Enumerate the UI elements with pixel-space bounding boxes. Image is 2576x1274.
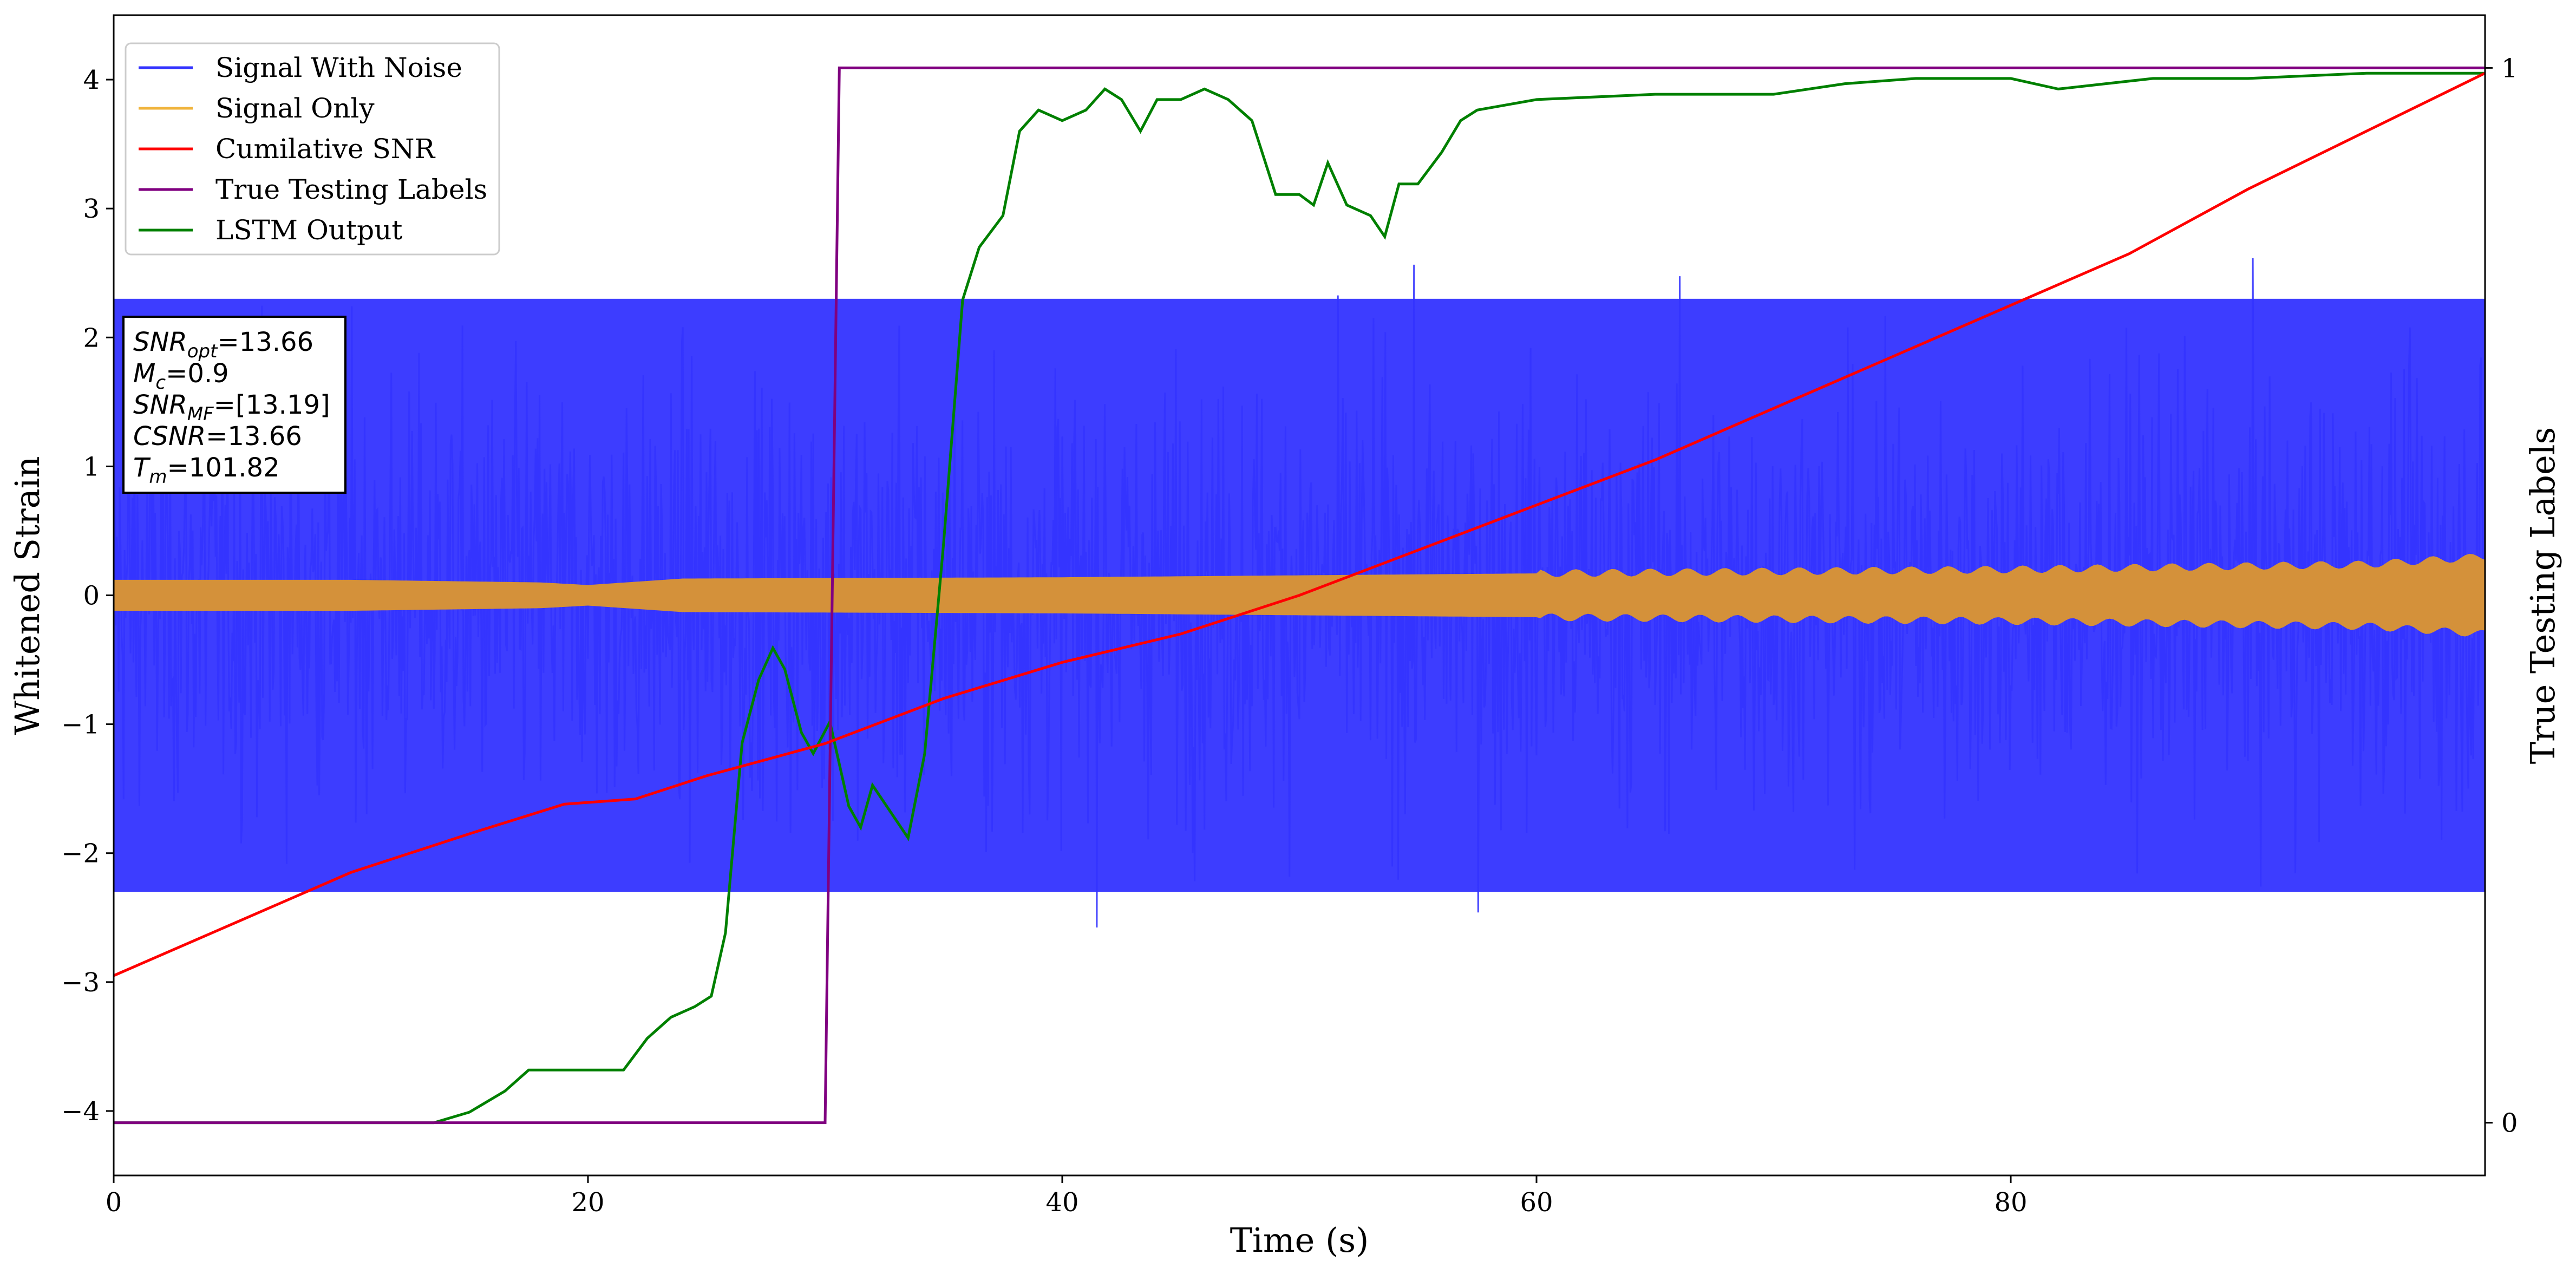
y-axis-title: Whitened Strain — [8, 456, 47, 735]
x-tick-label: 80 — [1994, 1187, 2027, 1218]
y2-axis-title: True Testing Labels — [2523, 427, 2562, 765]
x-axis-title: Time (s) — [1230, 1220, 1369, 1260]
legend-label-lstm-output: LSTM Output — [215, 214, 402, 246]
lstm-output-line — [114, 71, 2485, 1125]
annotation-frame — [122, 316, 346, 494]
y-tick-label: 2 — [83, 323, 100, 353]
annotation-line: Mc=0.9 — [133, 358, 229, 394]
true-labels-line — [114, 66, 2485, 1125]
noise-trace — [114, 258, 2485, 928]
legend-label-signal-only: Signal Only — [215, 93, 375, 124]
cumulative-snr-line — [114, 71, 2485, 977]
y-tick-label: 4 — [83, 65, 100, 95]
y-tick-label: 3 — [83, 194, 100, 224]
annotation-line: CSNR=13.66 — [133, 421, 302, 452]
y-tick-label: −3 — [61, 968, 100, 998]
legend: Signal With Noise Signal Only Cumilative S… — [125, 42, 500, 256]
legend-label-cumulative-snr: Cumilative SNR — [215, 133, 435, 165]
annotation-line: SNRopt=13.66 — [133, 327, 313, 362]
x-tick-label: 20 — [571, 1187, 604, 1218]
annotation-box: SNRopt=13.66Mc=0.9SNRMF=[13.19]CSNR=13.6… — [122, 316, 346, 494]
x-tick-label: 40 — [1045, 1187, 1078, 1218]
y-tick-label: −1 — [61, 710, 100, 740]
legend-frame — [125, 42, 500, 256]
x-tick-label: 0 — [106, 1187, 122, 1218]
y2-tick-label: 0 — [2501, 1108, 2518, 1139]
y-tick-label: −2 — [61, 839, 100, 869]
y2-tick-label: 1 — [2501, 53, 2518, 83]
annotation-line: SNRMF=[13.19] — [133, 390, 330, 425]
legend-label-true-labels: True Testing Labels — [215, 174, 487, 205]
y-tick-label: 1 — [83, 452, 100, 482]
annotation-line: Tm=101.82 — [133, 453, 280, 488]
y-tick-label: 0 — [83, 581, 100, 611]
legend-label-signal-with-noise: Signal With Noise — [215, 52, 462, 83]
line-series-group — [114, 66, 2485, 1125]
y-tick-label: −4 — [61, 1096, 100, 1127]
x-tick-label: 60 — [1520, 1187, 1553, 1218]
